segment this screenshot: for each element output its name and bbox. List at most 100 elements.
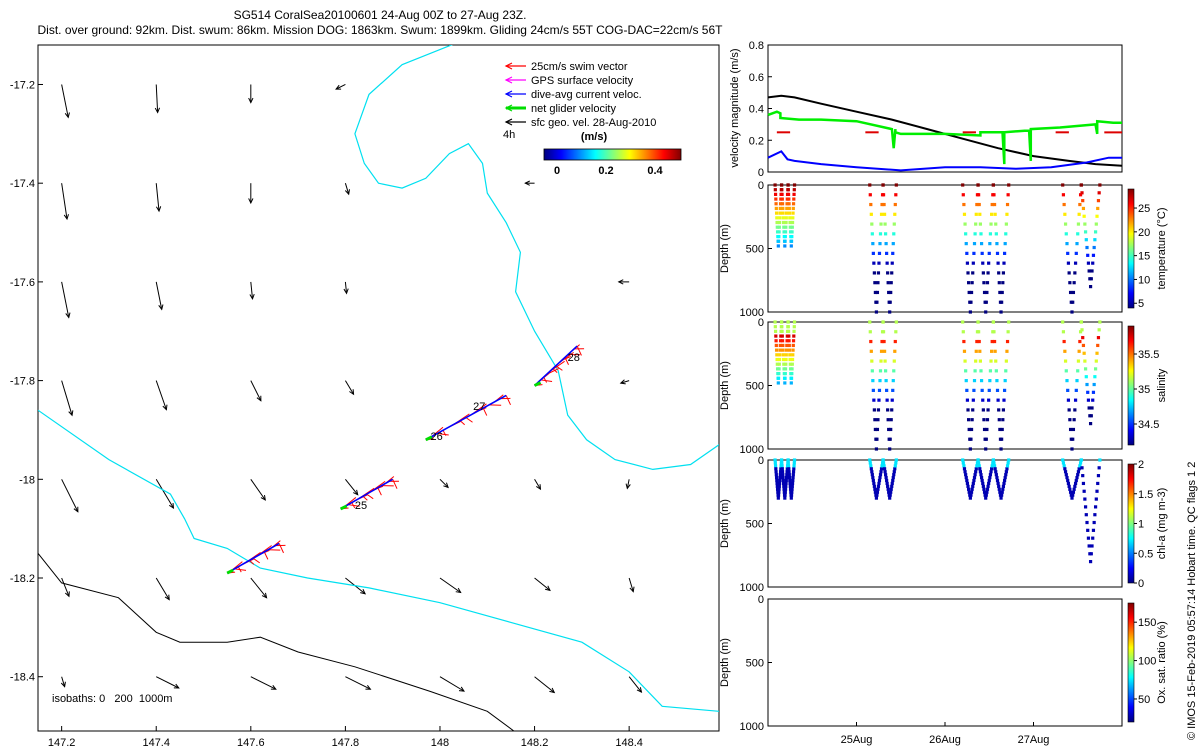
- depth-point: [790, 484, 794, 488]
- depth-point: [890, 261, 894, 265]
- depth-point: [868, 461, 872, 465]
- depth-point: [778, 470, 783, 474]
- depth-point: [790, 490, 794, 494]
- swim-vector: [237, 566, 242, 573]
- geo-vector-arrow: [439, 478, 449, 489]
- depth-point: [1063, 222, 1068, 226]
- depth-point: [788, 220, 792, 225]
- swim-vector: [459, 420, 465, 426]
- depth-point: [778, 339, 783, 343]
- depth-point: [964, 242, 968, 246]
- depth-point: [1000, 290, 1004, 295]
- depth-point: [994, 473, 998, 477]
- depth-point: [961, 320, 965, 324]
- depth-point: [1062, 339, 1066, 344]
- depth-point: [881, 320, 885, 324]
- geo-vector-shaft: [345, 478, 359, 496]
- depth-point: [987, 388, 991, 392]
- geo-vector-shaft: [61, 479, 79, 512]
- depth-point: [1063, 212, 1067, 216]
- depth-point: [1082, 351, 1086, 355]
- depth-point: [788, 478, 792, 483]
- depth-point: [781, 353, 785, 357]
- geo-vector-shaft: [61, 380, 73, 416]
- depth-point: [882, 464, 886, 468]
- depth-point: [775, 478, 779, 483]
- depth-point: [980, 478, 984, 483]
- geo-vector-shaft: [620, 380, 630, 384]
- depth-point: [891, 242, 895, 246]
- isobath-note: isobaths: 0 200 1000m: [52, 693, 172, 705]
- depth-point: [790, 487, 794, 491]
- depth-point: [987, 478, 991, 483]
- geo-vector-shaft: [344, 281, 348, 294]
- depth-point: [1073, 398, 1078, 402]
- velocity-ytick-label: 0.2: [749, 135, 764, 147]
- depth-point: [776, 244, 780, 248]
- depth-point: [778, 202, 783, 206]
- geo-vector-arrow: [248, 84, 254, 104]
- depth-panel-4: 0 500 1000 Depth (m) 50 100 150 Ox. sat. ratio …: [719, 594, 1168, 733]
- depth-point: [884, 369, 888, 373]
- depth-point: [974, 349, 978, 353]
- track-day-label: 25: [355, 500, 367, 512]
- depth-point: [1007, 183, 1011, 187]
- depth-point: [970, 281, 974, 285]
- depth-point: [1001, 418, 1005, 422]
- depth-point: [775, 481, 779, 486]
- depth-point: [967, 290, 971, 295]
- depth-point: [967, 487, 971, 491]
- depth-point: [1004, 232, 1008, 236]
- depth-point: [988, 242, 992, 246]
- depth-point: [984, 447, 988, 451]
- depth-point: [792, 320, 797, 324]
- depth-point: [876, 487, 880, 491]
- geo-vector-shaft: [61, 676, 66, 687]
- depth-point: [971, 271, 975, 275]
- depth-point: [780, 325, 784, 329]
- depth-point: [967, 490, 971, 494]
- geo-vector-arrow: [344, 380, 355, 396]
- depth-point: [984, 496, 988, 500]
- depth-point: [997, 271, 1001, 275]
- depth-point: [966, 408, 970, 412]
- geo-vector-arrow: [345, 676, 372, 690]
- depth-point: [880, 202, 884, 207]
- depth-point: [876, 418, 880, 422]
- depth-point: [1097, 466, 1101, 470]
- depth-point: [791, 202, 796, 206]
- geo-vector-head: [162, 404, 168, 411]
- depth-point: [1000, 490, 1004, 494]
- depth-point: [885, 388, 889, 392]
- geo-vector-shaft: [155, 84, 159, 113]
- depth-point: [974, 470, 978, 474]
- isobath-0m: [38, 409, 719, 712]
- depth-point: [1000, 493, 1004, 497]
- depth-point: [1093, 367, 1098, 371]
- depth-ytick-label: 0: [758, 180, 764, 192]
- depth-point: [791, 211, 795, 215]
- depth-point: [781, 481, 786, 486]
- depth-point: [969, 290, 974, 295]
- depth-point: [871, 379, 875, 383]
- legend-swatch-head: [504, 90, 513, 98]
- depth-point: [787, 475, 792, 480]
- map-ytick-label: -17.8: [10, 376, 35, 388]
- depth-point: [777, 220, 782, 225]
- depth-point: [1080, 328, 1084, 332]
- colorbar-tick-label: 1.5: [1138, 489, 1153, 501]
- depth-point: [778, 473, 782, 477]
- depth-point: [1064, 473, 1068, 477]
- depth-point: [789, 381, 793, 385]
- depth-point: [976, 183, 980, 187]
- depth-point: [780, 470, 785, 474]
- depth-point: [888, 437, 892, 441]
- depth-point: [1078, 339, 1082, 344]
- velocity-ytick-label: 0.6: [749, 72, 764, 84]
- depth-point: [789, 244, 793, 248]
- colorbar: [1127, 188, 1135, 309]
- velocity-series-line: [767, 150, 1122, 172]
- geo-vector-arrow: [534, 479, 542, 491]
- depth-point: [776, 239, 781, 243]
- geo-vector-arrow: [61, 84, 70, 119]
